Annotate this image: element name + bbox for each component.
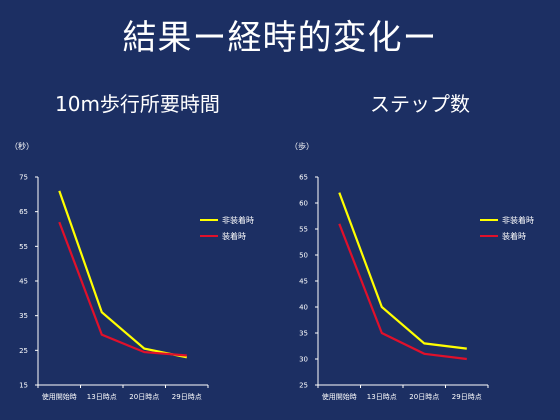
- chart-title-step-count: ステップ数: [370, 92, 470, 116]
- legend-label: 装着時: [502, 231, 526, 241]
- x-tick-label: 使用開始時: [322, 392, 357, 401]
- y-tick-label: 35: [299, 330, 308, 338]
- y-tick-label: 15: [19, 382, 28, 390]
- y-tick-label: 45: [19, 278, 28, 286]
- x-tick-label: 使用開始時: [42, 392, 77, 401]
- y-tick-label: 65: [19, 208, 28, 216]
- x-tick-label: 29日時点: [172, 393, 202, 401]
- x-tick-label: 13日時点: [367, 393, 397, 401]
- y-tick-label: 30: [299, 356, 308, 364]
- y-tick-label: 35: [19, 312, 28, 320]
- y-tick-label: 25: [299, 382, 308, 390]
- y-tick-label: 55: [19, 243, 28, 251]
- walking-time-chart: （秒） 15 25 35 45 55 65 75 使用開始時 13日時点 20日時点 29日時点 非装着…: [10, 141, 254, 401]
- legend-label: 装着時: [222, 231, 246, 241]
- legend-label: 非装着時: [222, 215, 254, 225]
- x-tick-label: 20日時点: [129, 393, 159, 401]
- y-tick-label: 25: [19, 347, 28, 355]
- y-tick-label: 45: [299, 278, 308, 286]
- y-tick-label: 75: [19, 174, 28, 182]
- chart-title-walking-time: 10m歩行所要時間: [55, 92, 220, 116]
- y-tick-label: 60: [299, 200, 308, 208]
- series-line-nonworn: [338, 192, 467, 350]
- x-tick-label: 20日時点: [409, 393, 439, 401]
- y-tick-label: 55: [299, 226, 308, 234]
- y-axis-label: （歩）: [290, 141, 314, 151]
- x-tick-label: 13日時点: [87, 393, 117, 401]
- y-tick-label: 50: [299, 252, 308, 260]
- series-line-worn: [58, 221, 187, 357]
- x-tick-label: 29日時点: [452, 393, 482, 401]
- step-count-chart: （歩） 25 30 35 40 45 50 55 60 65 使用開始時 13日時点 20日時点 29日時…: [290, 141, 534, 401]
- y-tick-label: 40: [299, 304, 308, 312]
- y-axis-label: （秒）: [10, 141, 34, 151]
- y-tick-label: 65: [299, 174, 308, 182]
- series-line-worn: [338, 223, 467, 361]
- slide-title: 結果ー経時的変化ー: [122, 18, 438, 58]
- legend-label: 非装着時: [502, 215, 534, 225]
